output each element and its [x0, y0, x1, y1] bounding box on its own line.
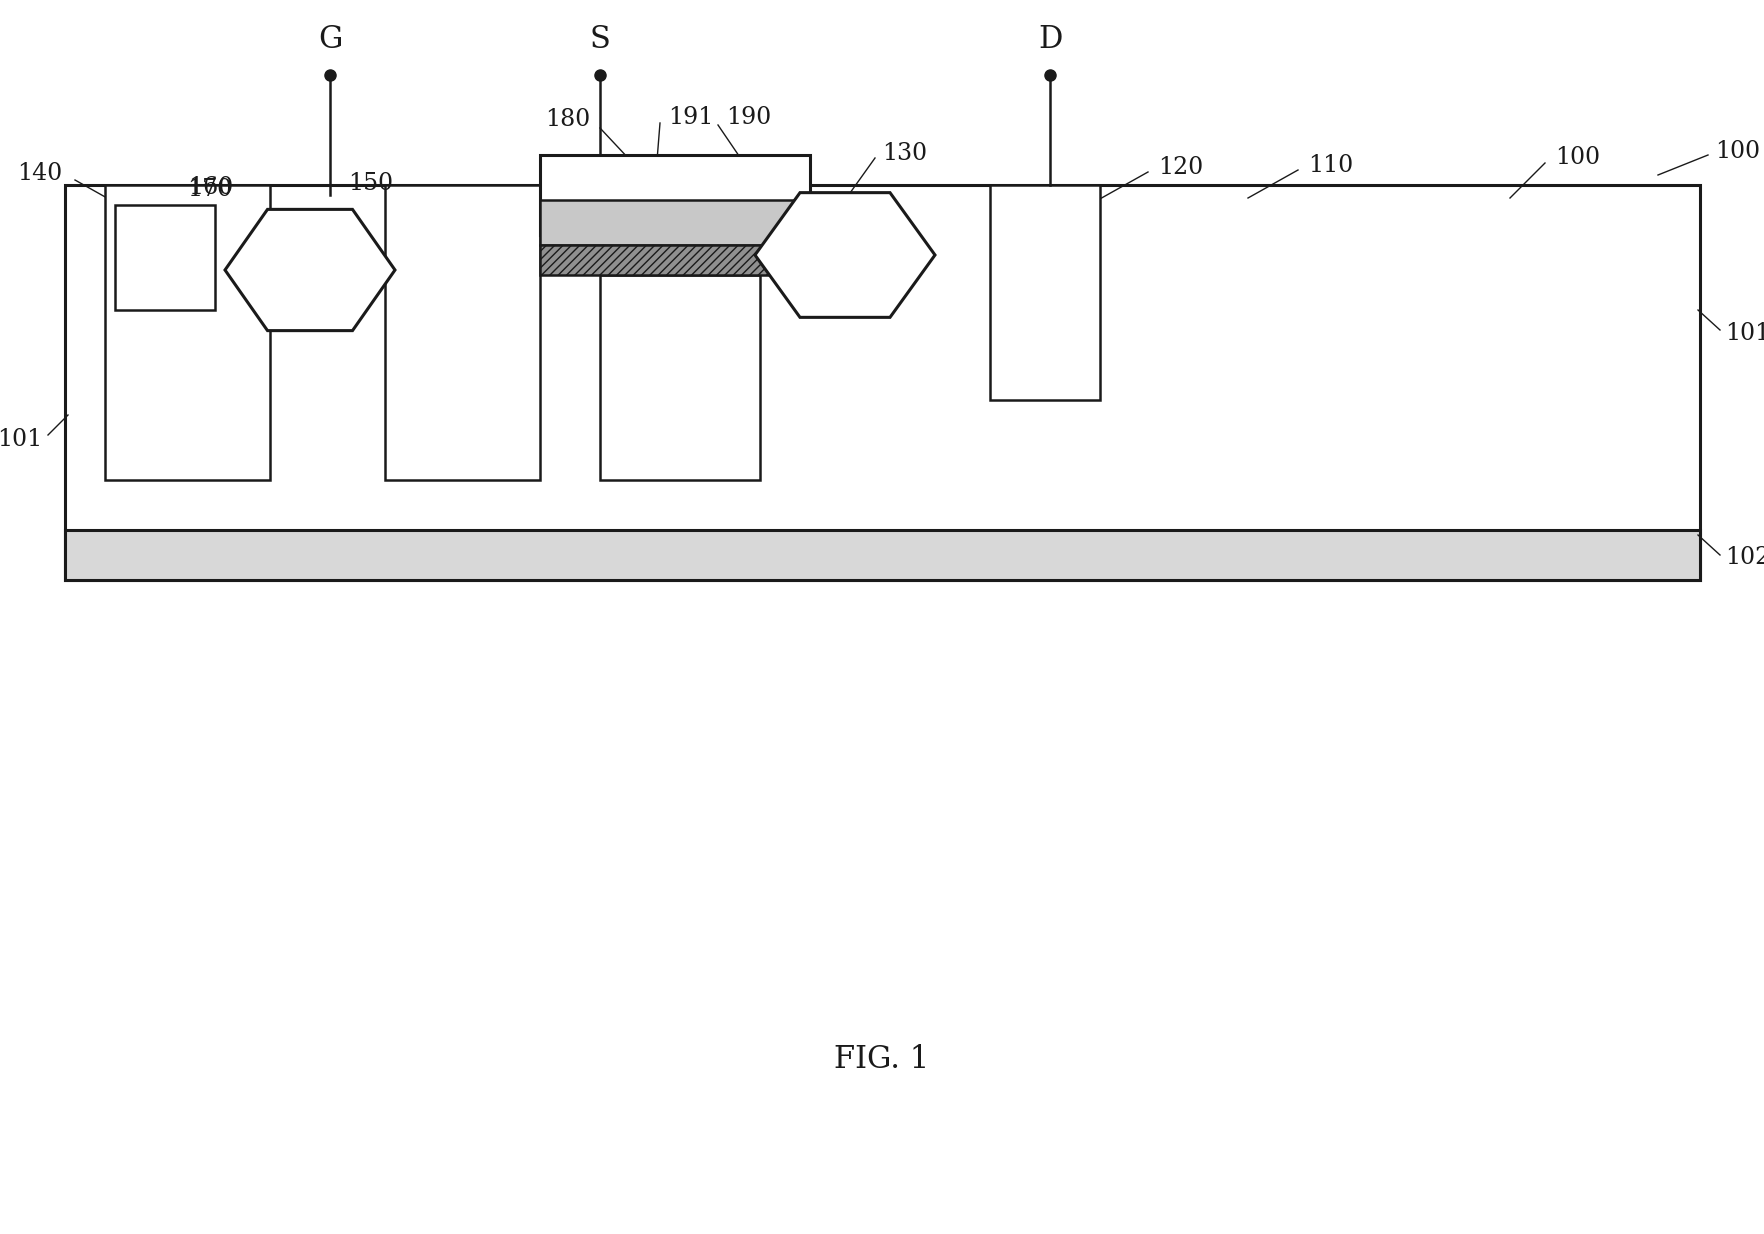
Text: 150: 150: [348, 172, 393, 195]
Bar: [106, 185, 270, 480]
Text: G: G: [318, 23, 342, 56]
Text: 170: 170: [187, 179, 233, 201]
Text: FIG. 1: FIG. 1: [834, 1044, 930, 1076]
Text: 140: 140: [16, 162, 62, 185]
Polygon shape: [226, 210, 395, 331]
Bar: [65, 529, 1700, 580]
Polygon shape: [755, 193, 935, 317]
Text: 120: 120: [1157, 155, 1203, 179]
Text: 102: 102: [1725, 547, 1764, 570]
Text: 110: 110: [1307, 153, 1353, 176]
Bar: [540, 155, 810, 234]
Bar: [540, 200, 810, 246]
Text: A: A: [820, 249, 836, 271]
Bar: [65, 185, 1700, 580]
Bar: [115, 205, 215, 310]
Text: 100: 100: [1715, 141, 1760, 163]
Bar: [385, 185, 540, 480]
Text: 190: 190: [727, 106, 771, 130]
Bar: [540, 246, 810, 275]
Text: 160: 160: [189, 176, 233, 200]
Text: 180: 180: [545, 109, 589, 132]
Text: 191: 191: [669, 106, 713, 130]
Bar: [600, 275, 760, 480]
Text: 101: 101: [0, 428, 42, 452]
Text: 101: 101: [1725, 322, 1764, 344]
Text: D: D: [1037, 23, 1062, 56]
Text: S: S: [589, 23, 610, 56]
Bar: [990, 185, 1101, 400]
Text: 100: 100: [1556, 146, 1600, 169]
Text: 130: 130: [882, 142, 928, 164]
